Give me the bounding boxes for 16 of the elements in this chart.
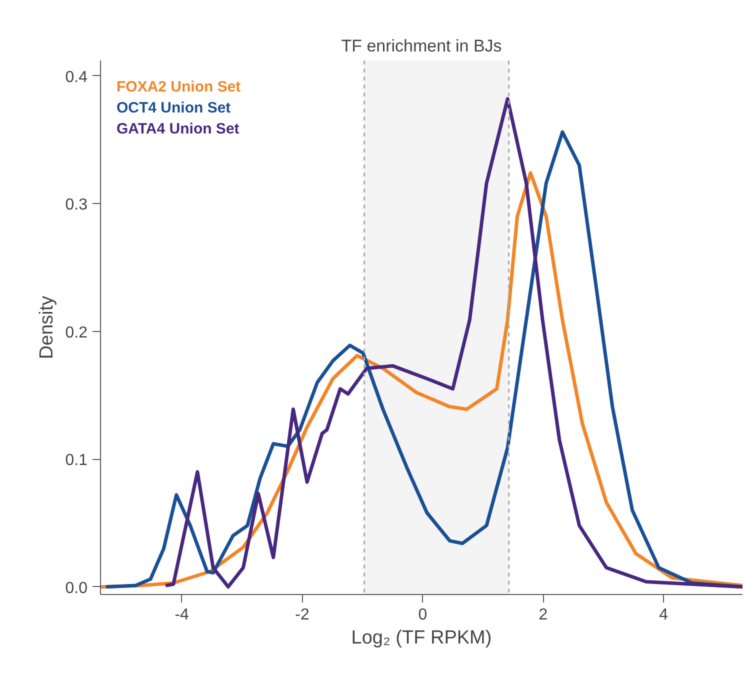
x-tick-label: 0 — [418, 606, 428, 624]
text: FOXA2 Union Set — [116, 78, 241, 96]
x-tick-label: 4 — [659, 606, 668, 624]
x-axis-title: Log₂ (TF RPKM) — [351, 628, 492, 648]
x-tick-label: -4 — [174, 606, 190, 624]
y-tick-label: 0.4 — [65, 68, 88, 86]
y-axis-title: Density — [36, 295, 58, 360]
y-tick-label: 0.1 — [65, 452, 88, 470]
x-tick-label: 2 — [538, 606, 548, 624]
y-tick-label: 0.0 — [65, 580, 88, 597]
x-tick-label: -2 — [295, 606, 310, 624]
chart-title: TF enrichment in BJs — [341, 36, 502, 56]
y-tick-label: 0.3 — [65, 196, 88, 214]
text: GATA4 Union Set — [116, 120, 240, 138]
y-tick-label: 0.2 — [65, 324, 88, 342]
text: OCT4 Union Set — [116, 100, 231, 116]
